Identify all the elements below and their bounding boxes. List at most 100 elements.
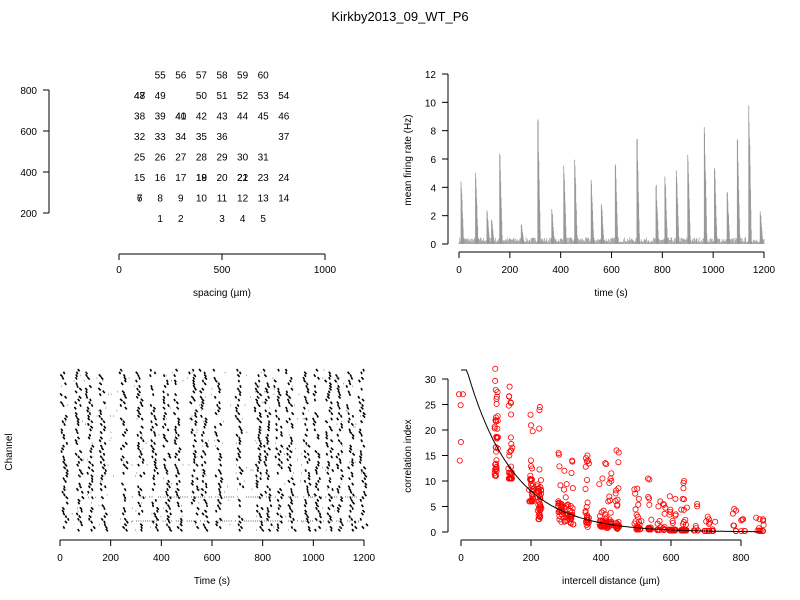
spike-mark xyxy=(304,498,307,502)
spike-mark xyxy=(325,436,329,440)
data-point xyxy=(564,501,571,508)
spike-mark xyxy=(216,447,220,451)
spike-mark xyxy=(273,379,277,383)
spike-mark xyxy=(359,450,362,454)
spike-mark xyxy=(124,406,128,410)
channel-label: 31 xyxy=(258,153,270,164)
spike-mark xyxy=(351,436,355,440)
data-point xyxy=(669,517,676,524)
spike-mark xyxy=(289,376,293,380)
data-point xyxy=(635,495,642,502)
spike-mark xyxy=(165,490,168,494)
spike-mark xyxy=(266,382,269,386)
spike-mark xyxy=(87,490,90,494)
spike-mark xyxy=(60,431,63,435)
data-point xyxy=(600,507,607,514)
spike-mark xyxy=(235,458,239,462)
spike-mark xyxy=(122,401,126,405)
data-point xyxy=(666,493,673,500)
spike-mark xyxy=(77,368,81,372)
spike-mark xyxy=(200,433,204,437)
data-point xyxy=(614,501,621,508)
data-point xyxy=(527,422,534,429)
spike-mark xyxy=(199,414,203,418)
spike-mark xyxy=(121,455,125,459)
spike-mark xyxy=(258,444,263,448)
data-point xyxy=(493,400,500,407)
spike-mark xyxy=(204,452,207,456)
spike-mark xyxy=(260,523,264,527)
spike-mark xyxy=(265,469,269,473)
spike-mark xyxy=(166,487,169,492)
spike-mark xyxy=(136,447,141,451)
spike-mark xyxy=(305,400,309,405)
spike-mark xyxy=(173,398,176,402)
spike-mark xyxy=(167,452,171,457)
data-point xyxy=(509,444,516,451)
spike-mark xyxy=(172,411,177,416)
spike-mark xyxy=(99,409,102,413)
data-point xyxy=(457,402,464,409)
spike-mark xyxy=(357,379,361,383)
spike-mark xyxy=(216,438,221,443)
y-tick-label: 15 xyxy=(425,452,437,463)
spike-mark xyxy=(290,498,294,502)
spike-mark xyxy=(285,406,288,410)
spike-mark xyxy=(364,474,368,478)
channel-label: 3 xyxy=(219,214,225,225)
spike-mark xyxy=(162,401,166,405)
spike-mark xyxy=(124,395,128,400)
spike-mark xyxy=(290,411,295,416)
spike-mark xyxy=(169,512,172,516)
spike-mark xyxy=(188,371,191,375)
spike-mark xyxy=(61,403,65,408)
data-point xyxy=(680,496,687,503)
spike-mark xyxy=(288,417,291,421)
spike-mark xyxy=(154,417,158,421)
spike-mark xyxy=(361,398,365,402)
spike-mark xyxy=(277,387,280,391)
data-point xyxy=(492,466,499,473)
channel-label: 50 xyxy=(196,91,208,102)
spike-mark xyxy=(314,449,318,454)
spike-mark xyxy=(347,379,351,383)
data-point xyxy=(537,477,544,484)
spike-mark xyxy=(74,376,78,380)
spike-mark xyxy=(346,403,349,407)
spike-mark xyxy=(162,444,166,448)
spike-mark xyxy=(174,392,178,397)
data-point xyxy=(680,485,687,492)
spike-mark xyxy=(153,463,157,467)
spike-mark xyxy=(140,425,144,429)
spike-mark xyxy=(180,520,183,524)
spike-mark xyxy=(87,417,91,421)
spike-mark xyxy=(174,455,177,459)
spike-mark xyxy=(75,382,78,386)
data-point xyxy=(563,503,570,510)
spike-mark xyxy=(286,458,290,462)
spike-mark xyxy=(338,504,342,508)
spike-mark xyxy=(166,382,169,386)
spike-mark xyxy=(86,409,90,413)
data-point xyxy=(491,472,498,479)
spike-mark xyxy=(64,382,67,386)
spike-mark xyxy=(284,368,288,372)
spike-mark xyxy=(351,501,356,505)
spike-mark xyxy=(125,528,129,532)
spike-mark xyxy=(291,493,295,497)
spike-mark xyxy=(313,384,317,389)
data-point xyxy=(534,488,541,495)
spike-mark xyxy=(166,379,169,383)
spike-mark xyxy=(214,411,218,416)
spike-mark xyxy=(137,512,141,516)
data-point xyxy=(558,500,565,507)
spike-mark xyxy=(238,449,242,454)
data-point xyxy=(584,476,591,483)
spike-mark xyxy=(336,417,340,421)
data-point xyxy=(585,460,592,467)
spike-mark xyxy=(350,460,355,465)
spike-mark xyxy=(264,387,269,391)
data-point xyxy=(506,393,513,400)
spike-mark xyxy=(61,490,65,494)
spike-mark xyxy=(99,460,103,464)
